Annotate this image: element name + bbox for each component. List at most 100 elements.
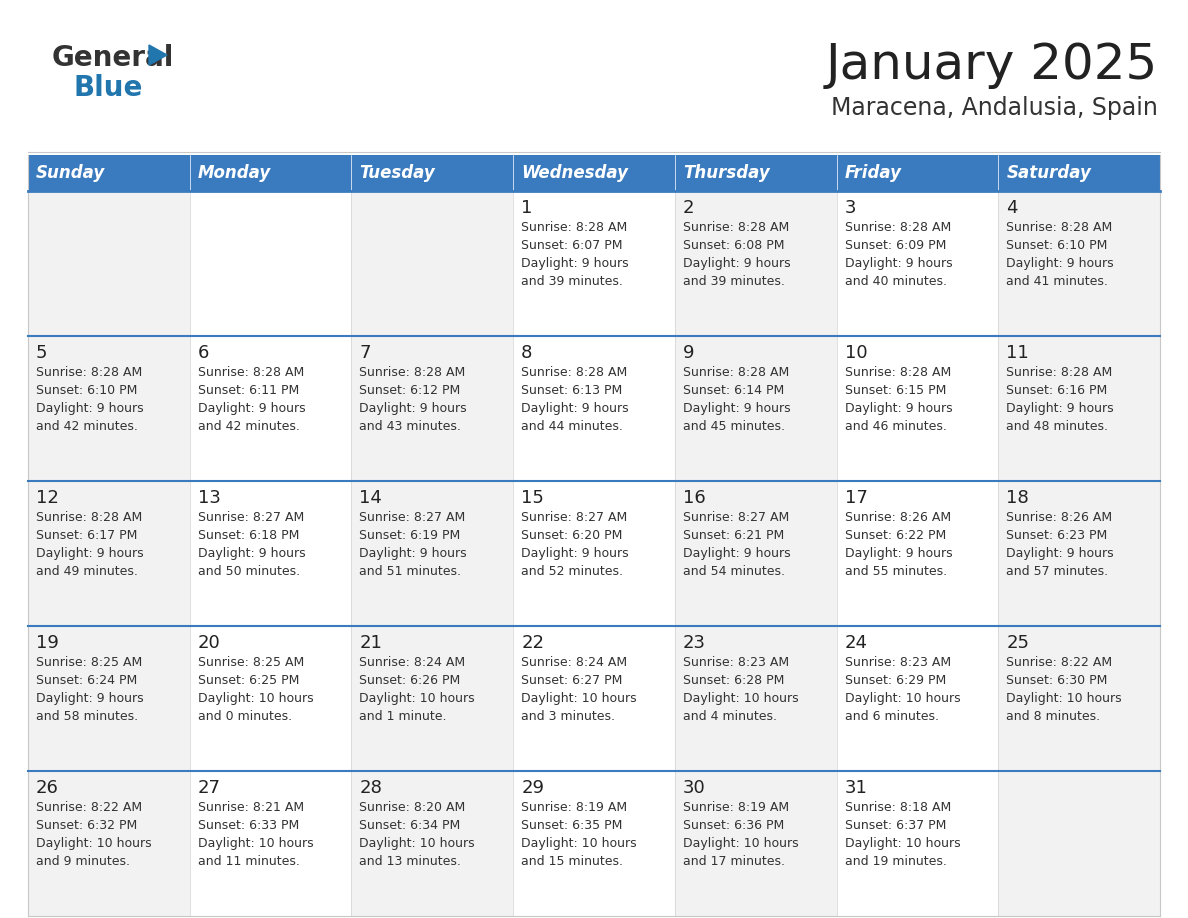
Text: 24: 24 — [845, 634, 867, 652]
Text: 23: 23 — [683, 634, 706, 652]
Bar — [998, 626, 1159, 771]
Bar — [352, 481, 513, 626]
Bar — [352, 626, 513, 771]
Text: 18: 18 — [1006, 489, 1029, 507]
Bar — [352, 771, 513, 916]
Text: Maracena, Andalusia, Spain: Maracena, Andalusia, Spain — [832, 96, 1158, 120]
Bar — [675, 336, 836, 481]
Text: Sunrise: 8:25 AM
Sunset: 6:25 PM
Daylight: 10 hours
and 0 minutes.: Sunrise: 8:25 AM Sunset: 6:25 PM Dayligh… — [197, 656, 314, 723]
Text: Sunrise: 8:20 AM
Sunset: 6:34 PM
Daylight: 10 hours
and 13 minutes.: Sunrise: 8:20 AM Sunset: 6:34 PM Dayligh… — [360, 801, 475, 868]
Bar — [190, 626, 352, 771]
Text: 7: 7 — [360, 344, 371, 362]
Bar — [513, 336, 675, 481]
Bar — [29, 191, 190, 336]
Text: 31: 31 — [845, 779, 867, 797]
Bar — [190, 771, 352, 916]
Text: Sunrise: 8:21 AM
Sunset: 6:33 PM
Daylight: 10 hours
and 11 minutes.: Sunrise: 8:21 AM Sunset: 6:33 PM Dayligh… — [197, 801, 314, 868]
Bar — [998, 771, 1159, 916]
Text: Sunrise: 8:27 AM
Sunset: 6:21 PM
Daylight: 9 hours
and 54 minutes.: Sunrise: 8:27 AM Sunset: 6:21 PM Dayligh… — [683, 511, 790, 578]
Text: Sunrise: 8:25 AM
Sunset: 6:24 PM
Daylight: 9 hours
and 58 minutes.: Sunrise: 8:25 AM Sunset: 6:24 PM Dayligh… — [36, 656, 144, 723]
Text: January 2025: January 2025 — [826, 41, 1158, 89]
Bar — [352, 191, 513, 336]
Text: Saturday: Saturday — [1006, 164, 1092, 182]
Bar — [836, 771, 998, 916]
Bar — [836, 481, 998, 626]
Text: Sunrise: 8:26 AM
Sunset: 6:23 PM
Daylight: 9 hours
and 57 minutes.: Sunrise: 8:26 AM Sunset: 6:23 PM Dayligh… — [1006, 511, 1114, 578]
Text: Sunrise: 8:19 AM
Sunset: 6:36 PM
Daylight: 10 hours
and 17 minutes.: Sunrise: 8:19 AM Sunset: 6:36 PM Dayligh… — [683, 801, 798, 868]
Text: 17: 17 — [845, 489, 867, 507]
Text: Wednesday: Wednesday — [522, 164, 628, 182]
Text: 10: 10 — [845, 344, 867, 362]
Text: 5: 5 — [36, 344, 48, 362]
Text: 12: 12 — [36, 489, 59, 507]
Text: Sunrise: 8:28 AM
Sunset: 6:08 PM
Daylight: 9 hours
and 39 minutes.: Sunrise: 8:28 AM Sunset: 6:08 PM Dayligh… — [683, 221, 790, 288]
Text: 9: 9 — [683, 344, 694, 362]
Text: 3: 3 — [845, 199, 857, 217]
Bar — [190, 481, 352, 626]
Text: Sunrise: 8:27 AM
Sunset: 6:18 PM
Daylight: 9 hours
and 50 minutes.: Sunrise: 8:27 AM Sunset: 6:18 PM Dayligh… — [197, 511, 305, 578]
Text: Sunrise: 8:24 AM
Sunset: 6:26 PM
Daylight: 10 hours
and 1 minute.: Sunrise: 8:24 AM Sunset: 6:26 PM Dayligh… — [360, 656, 475, 723]
Text: 16: 16 — [683, 489, 706, 507]
Text: 15: 15 — [522, 489, 544, 507]
Text: 2: 2 — [683, 199, 694, 217]
Bar — [190, 155, 352, 191]
Bar — [675, 155, 836, 191]
Bar — [352, 336, 513, 481]
Text: 30: 30 — [683, 779, 706, 797]
Bar — [190, 336, 352, 481]
Text: Sunrise: 8:26 AM
Sunset: 6:22 PM
Daylight: 9 hours
and 55 minutes.: Sunrise: 8:26 AM Sunset: 6:22 PM Dayligh… — [845, 511, 953, 578]
Text: 27: 27 — [197, 779, 221, 797]
Text: Thursday: Thursday — [683, 164, 770, 182]
Text: 13: 13 — [197, 489, 221, 507]
Bar — [675, 191, 836, 336]
Text: Sunday: Sunday — [36, 164, 106, 182]
Bar — [513, 771, 675, 916]
Text: Sunrise: 8:28 AM
Sunset: 6:10 PM
Daylight: 9 hours
and 41 minutes.: Sunrise: 8:28 AM Sunset: 6:10 PM Dayligh… — [1006, 221, 1114, 288]
Text: 8: 8 — [522, 344, 532, 362]
Text: Blue: Blue — [74, 74, 144, 102]
Text: General: General — [52, 44, 175, 72]
Text: Sunrise: 8:28 AM
Sunset: 6:13 PM
Daylight: 9 hours
and 44 minutes.: Sunrise: 8:28 AM Sunset: 6:13 PM Dayligh… — [522, 366, 628, 433]
Text: Sunrise: 8:23 AM
Sunset: 6:28 PM
Daylight: 10 hours
and 4 minutes.: Sunrise: 8:23 AM Sunset: 6:28 PM Dayligh… — [683, 656, 798, 723]
Bar — [836, 626, 998, 771]
Bar — [29, 771, 190, 916]
Text: 22: 22 — [522, 634, 544, 652]
Bar — [836, 336, 998, 481]
Text: 4: 4 — [1006, 199, 1018, 217]
Bar — [513, 191, 675, 336]
Bar — [190, 191, 352, 336]
Text: 29: 29 — [522, 779, 544, 797]
Text: Sunrise: 8:28 AM
Sunset: 6:09 PM
Daylight: 9 hours
and 40 minutes.: Sunrise: 8:28 AM Sunset: 6:09 PM Dayligh… — [845, 221, 953, 288]
Polygon shape — [148, 45, 168, 65]
Text: 11: 11 — [1006, 344, 1029, 362]
Text: 28: 28 — [360, 779, 383, 797]
Bar — [675, 481, 836, 626]
Text: Sunrise: 8:27 AM
Sunset: 6:19 PM
Daylight: 9 hours
and 51 minutes.: Sunrise: 8:27 AM Sunset: 6:19 PM Dayligh… — [360, 511, 467, 578]
Text: 14: 14 — [360, 489, 383, 507]
Text: Sunrise: 8:18 AM
Sunset: 6:37 PM
Daylight: 10 hours
and 19 minutes.: Sunrise: 8:18 AM Sunset: 6:37 PM Dayligh… — [845, 801, 960, 868]
Text: Sunrise: 8:28 AM
Sunset: 6:10 PM
Daylight: 9 hours
and 42 minutes.: Sunrise: 8:28 AM Sunset: 6:10 PM Dayligh… — [36, 366, 144, 433]
Bar — [513, 481, 675, 626]
Bar — [29, 336, 190, 481]
Text: Sunrise: 8:28 AM
Sunset: 6:11 PM
Daylight: 9 hours
and 42 minutes.: Sunrise: 8:28 AM Sunset: 6:11 PM Dayligh… — [197, 366, 305, 433]
Text: Sunrise: 8:28 AM
Sunset: 6:15 PM
Daylight: 9 hours
and 46 minutes.: Sunrise: 8:28 AM Sunset: 6:15 PM Dayligh… — [845, 366, 953, 433]
Bar — [29, 155, 190, 191]
Text: Monday: Monday — [197, 164, 271, 182]
Text: Sunrise: 8:28 AM
Sunset: 6:17 PM
Daylight: 9 hours
and 49 minutes.: Sunrise: 8:28 AM Sunset: 6:17 PM Dayligh… — [36, 511, 144, 578]
Text: 6: 6 — [197, 344, 209, 362]
Bar — [998, 191, 1159, 336]
Text: Sunrise: 8:28 AM
Sunset: 6:07 PM
Daylight: 9 hours
and 39 minutes.: Sunrise: 8:28 AM Sunset: 6:07 PM Dayligh… — [522, 221, 628, 288]
Text: 1: 1 — [522, 199, 532, 217]
Text: 26: 26 — [36, 779, 59, 797]
Text: Sunrise: 8:28 AM
Sunset: 6:16 PM
Daylight: 9 hours
and 48 minutes.: Sunrise: 8:28 AM Sunset: 6:16 PM Dayligh… — [1006, 366, 1114, 433]
Text: Sunrise: 8:28 AM
Sunset: 6:12 PM
Daylight: 9 hours
and 43 minutes.: Sunrise: 8:28 AM Sunset: 6:12 PM Dayligh… — [360, 366, 467, 433]
Text: 25: 25 — [1006, 634, 1029, 652]
Text: Sunrise: 8:24 AM
Sunset: 6:27 PM
Daylight: 10 hours
and 3 minutes.: Sunrise: 8:24 AM Sunset: 6:27 PM Dayligh… — [522, 656, 637, 723]
Text: Sunrise: 8:22 AM
Sunset: 6:30 PM
Daylight: 10 hours
and 8 minutes.: Sunrise: 8:22 AM Sunset: 6:30 PM Dayligh… — [1006, 656, 1121, 723]
Bar — [836, 155, 998, 191]
Text: Sunrise: 8:22 AM
Sunset: 6:32 PM
Daylight: 10 hours
and 9 minutes.: Sunrise: 8:22 AM Sunset: 6:32 PM Dayligh… — [36, 801, 152, 868]
Text: Sunrise: 8:19 AM
Sunset: 6:35 PM
Daylight: 10 hours
and 15 minutes.: Sunrise: 8:19 AM Sunset: 6:35 PM Dayligh… — [522, 801, 637, 868]
Text: Sunrise: 8:23 AM
Sunset: 6:29 PM
Daylight: 10 hours
and 6 minutes.: Sunrise: 8:23 AM Sunset: 6:29 PM Dayligh… — [845, 656, 960, 723]
Bar — [998, 481, 1159, 626]
Text: Tuesday: Tuesday — [360, 164, 435, 182]
